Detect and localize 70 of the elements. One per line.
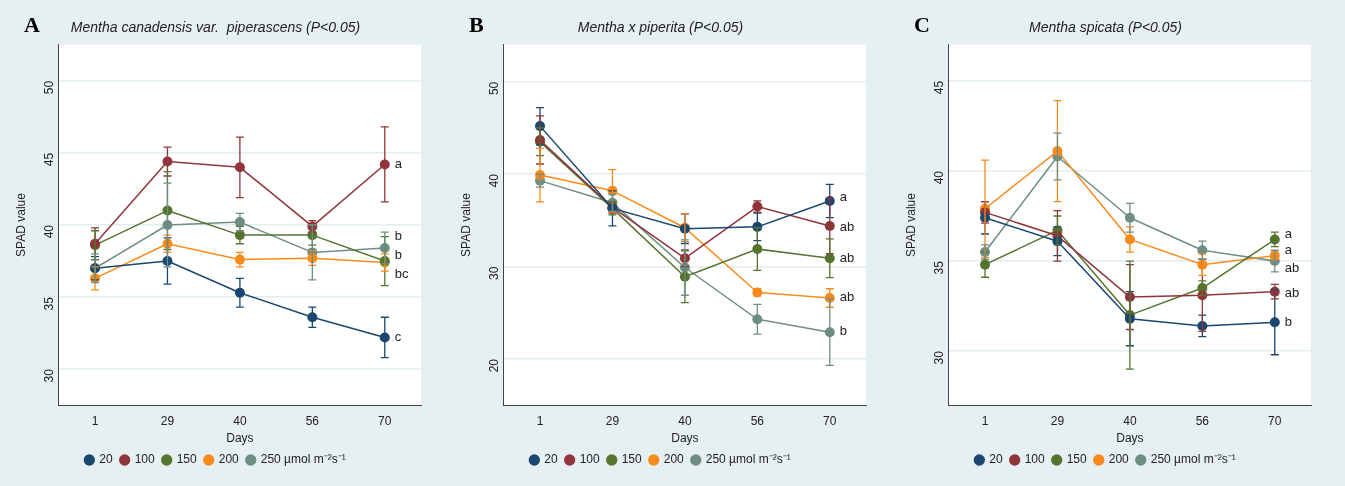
legend-label: 100 xyxy=(134,452,156,467)
legend-label: 200 xyxy=(663,452,685,467)
y-tick-label: 45 xyxy=(42,152,57,167)
chart-title: Mentha x piperita (P<0.05) xyxy=(577,19,744,36)
y-tick-label: 35 xyxy=(42,296,57,311)
annotation: ab xyxy=(1284,285,1300,301)
y-tick-label: 50 xyxy=(487,81,502,96)
annotation: a xyxy=(839,188,848,204)
x-tick-label: 29 xyxy=(605,413,620,428)
y-axis-title: SPAD value xyxy=(458,192,473,257)
legend-label: 150 xyxy=(621,452,643,467)
x-tick-label: 56 xyxy=(750,413,765,428)
x-tick-label: 56 xyxy=(1195,413,1210,428)
annotation: bc xyxy=(394,265,410,281)
annotation: a xyxy=(394,156,403,172)
annotation: b xyxy=(394,246,403,262)
y-tick-label: 30 xyxy=(42,368,57,383)
annotation: b xyxy=(839,322,848,338)
x-axis-title: Days xyxy=(671,431,699,446)
annotation: c xyxy=(394,329,402,345)
chart-title: Mentha canadensis var. piperascens (P<0.05) xyxy=(70,19,361,36)
annotation: b xyxy=(1284,313,1293,329)
x-axis-title: Days xyxy=(226,431,254,446)
y-axis-title: SPAD value xyxy=(903,192,918,257)
x-tick-label: 70 xyxy=(823,413,837,428)
annotation: ab xyxy=(839,288,855,304)
legend-label: 200 xyxy=(1108,452,1130,467)
x-tick-label: 70 xyxy=(1268,413,1282,428)
legend-label: 20 xyxy=(99,452,113,467)
legend-label: 100 xyxy=(1024,452,1046,467)
y-tick-label: 30 xyxy=(487,266,502,280)
text: B xyxy=(469,12,484,38)
y-tick-label: 40 xyxy=(487,173,502,188)
legend-label: 100 xyxy=(579,452,601,467)
annotation: b xyxy=(394,228,403,244)
y-tick-label: 30 xyxy=(932,350,947,365)
y-axis-title: SPAD value xyxy=(13,192,28,257)
x-tick-label: 40 xyxy=(678,413,692,428)
legend-label: 20 xyxy=(544,452,558,467)
legend-label: 250 µmol m⁻²s⁻¹ xyxy=(260,452,346,467)
annotation: a xyxy=(1284,241,1293,257)
legend-label: 150 xyxy=(1066,452,1088,467)
y-tick-label: 20 xyxy=(487,358,502,373)
annotation: ab xyxy=(839,219,855,235)
chart-title: Mentha spicata (P<0.05) xyxy=(1029,19,1182,36)
x-tick-label: 1 xyxy=(91,413,99,428)
legend-label: 150 xyxy=(176,452,198,467)
y-tick-label: 50 xyxy=(42,80,57,95)
x-tick-label: 1 xyxy=(536,413,544,428)
legend-label: 250 µmol m⁻²s⁻¹ xyxy=(1150,452,1236,467)
legend-label: 20 xyxy=(989,452,1003,467)
x-axis-title: Days xyxy=(1116,431,1144,446)
y-tick-label: 35 xyxy=(932,260,947,275)
y-tick-label: 40 xyxy=(42,224,57,239)
legend-label: 200 xyxy=(218,452,240,467)
annotation: ab xyxy=(839,249,855,265)
x-tick-label: 70 xyxy=(378,413,392,428)
annotation: a xyxy=(1284,225,1293,241)
x-tick-label: 40 xyxy=(1123,413,1137,428)
x-tick-label: 29 xyxy=(1050,413,1065,428)
y-tick-label: 45 xyxy=(932,80,947,95)
legend-label: 250 µmol m⁻²s⁻¹ xyxy=(705,452,791,467)
x-tick-label: 40 xyxy=(233,413,247,428)
text: A xyxy=(24,12,40,38)
x-tick-label: 56 xyxy=(305,413,320,428)
text: C xyxy=(914,12,930,38)
annotation: ab xyxy=(1284,259,1300,275)
x-tick-label: 1 xyxy=(981,413,989,428)
y-tick-label: 40 xyxy=(932,170,947,185)
x-tick-label: 29 xyxy=(160,413,175,428)
